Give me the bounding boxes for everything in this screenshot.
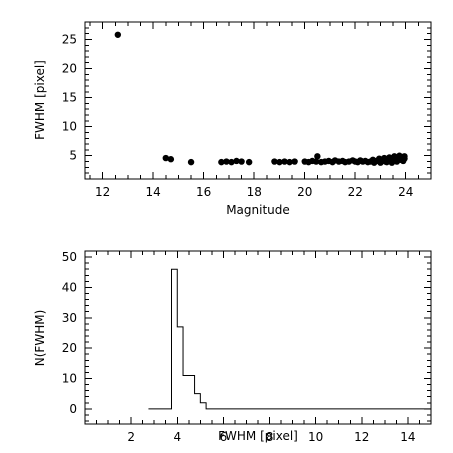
scatter-point xyxy=(238,158,245,165)
scatter-point xyxy=(187,158,195,166)
scatter-x-tick-label: 24 xyxy=(398,185,413,199)
histogram-x-tick-label: 8 xyxy=(266,430,274,444)
scatter-x-tick-label: 16 xyxy=(196,185,211,199)
scatter-y-tick-label: 10 xyxy=(62,120,77,134)
scatter-y-tick-label: 25 xyxy=(62,32,77,46)
scatter-point xyxy=(286,158,293,166)
scatter-x-tick-label: 14 xyxy=(146,185,161,199)
histogram-x-tick-label: 4 xyxy=(173,430,181,444)
scatter-point xyxy=(271,158,278,165)
scatter-point xyxy=(233,157,240,165)
scatter-y-tick-label: 15 xyxy=(62,91,77,105)
histogram-x-tick-label: 12 xyxy=(354,430,369,444)
histogram-x-axis-title: FWHM [pixel] xyxy=(218,429,298,443)
scatter-ticks xyxy=(85,21,432,180)
scatter-x-tick-label: 20 xyxy=(297,185,312,199)
scatter-point xyxy=(314,153,321,160)
scatter-y-tick-label: 5 xyxy=(69,149,77,163)
scatter-axes-frame xyxy=(84,21,432,180)
scatter-y-axis-title: FWHM [pixel] xyxy=(33,60,47,140)
histogram-x-tick-label: 6 xyxy=(220,430,228,444)
histogram-y-tick-label: 50 xyxy=(62,250,77,264)
scatter-point xyxy=(114,31,122,38)
histogram-y-axis-title: N(FWHM) xyxy=(33,310,47,366)
scatter-point xyxy=(162,154,170,162)
scatter-point xyxy=(228,158,235,166)
histogram-tick-labels: 2 4 6 8 10 12 14 0 10 20 30 40 50 xyxy=(62,250,416,444)
scatter-x-tick-label: 22 xyxy=(348,185,363,199)
histogram-y-tick-label: 10 xyxy=(62,371,77,385)
scatter-point xyxy=(167,156,175,163)
histogram-ticks xyxy=(85,250,432,424)
scatter-point xyxy=(291,158,298,165)
scatter-tick-labels: 12 14 16 18 20 22 24 5 10 15 20 25 xyxy=(62,32,414,199)
histogram-step-line xyxy=(148,268,431,410)
scatter-x-tick-label: 18 xyxy=(247,185,262,199)
histogram-panel: 2 4 6 8 10 12 14 0 10 20 30 40 50 FWHM [pixel] N(FWH… xyxy=(33,250,432,444)
scatter-point xyxy=(218,158,225,166)
histogram-x-tick-label: 2 xyxy=(127,430,135,444)
histogram-axes-frame xyxy=(84,250,432,425)
scatter-point xyxy=(281,158,288,165)
histogram-x-tick-label: 14 xyxy=(400,430,415,444)
scatter-point xyxy=(312,158,320,165)
scatter-x-tick-label: 12 xyxy=(95,185,110,199)
histogram-y-tick-label: 20 xyxy=(62,341,77,355)
histogram-y-tick-label: 0 xyxy=(69,402,77,416)
scatter-y-tick-label: 20 xyxy=(62,62,77,76)
histogram-y-tick-label: 30 xyxy=(62,311,77,325)
scatter-point xyxy=(245,158,253,166)
scatter-point xyxy=(276,158,283,166)
histogram-x-tick-label: 10 xyxy=(308,430,323,444)
scatter-point xyxy=(401,155,408,162)
scatter-points xyxy=(114,31,408,166)
scatter-point xyxy=(223,158,230,165)
scatter-panel: 12 14 16 18 20 22 24 5 10 15 20 25 Magnitude FWHM [… xyxy=(33,21,432,217)
scatter-x-axis-title: Magnitude xyxy=(226,203,290,217)
histogram-y-tick-label: 40 xyxy=(62,280,77,294)
